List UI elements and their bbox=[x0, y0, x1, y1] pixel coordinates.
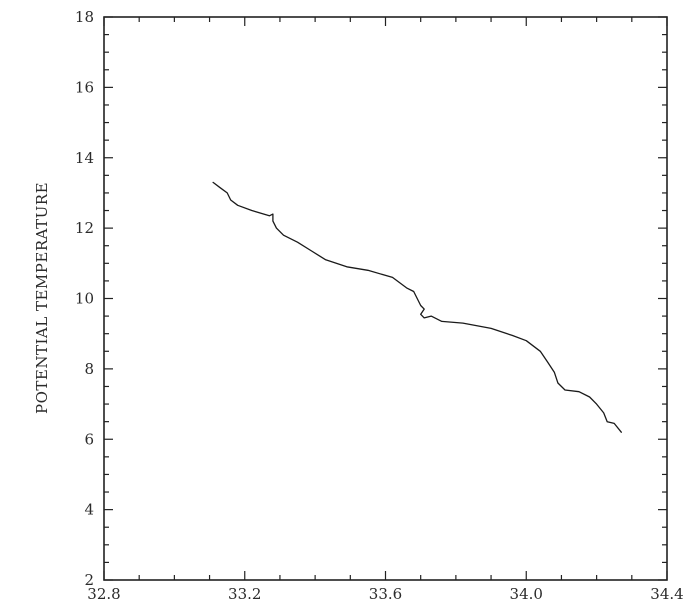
axis-ticks bbox=[103, 16, 668, 581]
y-tick-label: 6 bbox=[84, 430, 94, 448]
x-tick-label: 34.0 bbox=[510, 585, 543, 603]
y-tick-label: 4 bbox=[84, 501, 94, 519]
x-tick-label: 33.2 bbox=[228, 585, 261, 603]
series-line bbox=[212, 181, 622, 433]
x-tick-label: 33.6 bbox=[369, 585, 402, 603]
x-tick-label: 34.4 bbox=[650, 585, 683, 603]
tick-labels: 32.8 33.2 33.6 34.0 34.4 2 4 6 8 10 12 14 16 18 bbox=[75, 8, 684, 603]
plot-frame bbox=[103, 16, 668, 581]
y-tick-label: 14 bbox=[75, 149, 94, 167]
x-tick-label: 32.8 bbox=[87, 585, 120, 603]
y-axis-title: POTENTIAL TEMPERATURE bbox=[33, 182, 51, 414]
y-tick-label: 2 bbox=[84, 571, 94, 589]
y-tick-label: 18 bbox=[75, 8, 94, 26]
y-tick-label: 12 bbox=[75, 219, 94, 237]
y-tick-label: 8 bbox=[84, 360, 94, 378]
y-tick-label: 16 bbox=[75, 78, 94, 96]
y-tick-label: 10 bbox=[75, 290, 94, 308]
data-series bbox=[212, 181, 622, 433]
